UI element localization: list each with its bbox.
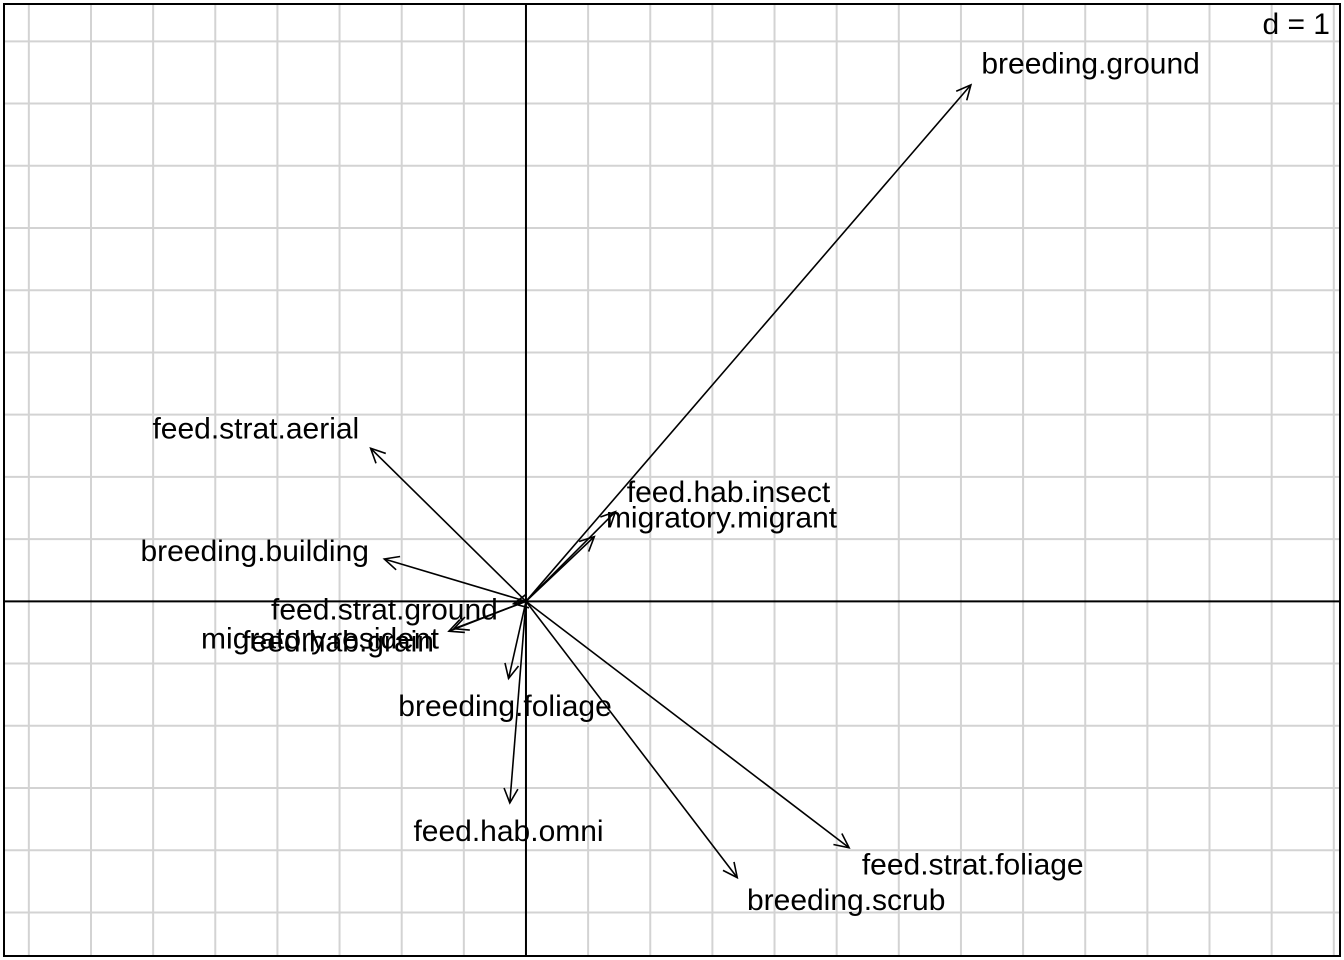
arrow-breeding-foliage: [504, 601, 527, 681]
arrow-feed-strat-aerial: [369, 446, 527, 602]
arrow-label-feed-strat-ground: feed.strat.ground: [271, 593, 498, 626]
arrow-head: [503, 787, 519, 805]
arrow-label-feed-strat-aerial: feed.strat.aerial: [152, 413, 359, 446]
arrow-labels: breeding.ground feed.strat.aerial feed.hab…: [140, 48, 1199, 917]
arrow-label-breeding-foliage: breeding.foliage: [398, 690, 612, 723]
arrow-feed-hab-omni: [503, 601, 527, 805]
arrow-shaft: [525, 84, 972, 602]
arrow-feed-hab-grain: [447, 600, 527, 634]
arrows: [369, 83, 973, 880]
arrow-shaft: [525, 600, 738, 879]
arrow-label-breeding-building: breeding.building: [140, 535, 369, 568]
arrow-head: [447, 618, 465, 634]
arrow-shaft: [525, 600, 850, 849]
arrow-head: [833, 833, 851, 849]
arrow-head: [955, 83, 973, 101]
arrow-head: [722, 861, 739, 880]
arrow-shaft: [507, 601, 527, 679]
arrow-shaft: [509, 601, 527, 803]
grid: [4, 4, 1340, 956]
arrow-label-breeding-ground: breeding.ground: [981, 48, 1200, 81]
arrow-shaft: [448, 600, 527, 632]
arrow-label-feed-hab-insect: feed.hab.insect: [627, 476, 831, 509]
arrow-label-feed-hab-omni: feed.hab.omni: [413, 815, 603, 848]
arrow-shaft: [525, 536, 595, 602]
arrow-label-breeding-scrub: breeding.scrub: [747, 884, 945, 917]
arrow-shaft: [370, 447, 527, 602]
scale-label: d = 1: [1262, 8, 1330, 41]
arrow-label-feed-strat-foliage: feed.strat.foliage: [862, 849, 1084, 882]
arrow-breeding-building: [382, 555, 527, 603]
arrow-breeding-scrub: [525, 600, 739, 880]
arrow-head: [578, 535, 596, 552]
arrow-head: [382, 555, 401, 571]
arrow-feed-strat-foliage: [525, 600, 851, 849]
plot-frame: [3, 3, 1341, 957]
arrow-head: [511, 593, 530, 609]
arrow-label-migratory-resident: migratory.resident: [201, 623, 440, 656]
arrow-head: [369, 446, 387, 464]
arrow-shaft: [384, 558, 527, 603]
arrow-head: [600, 510, 617, 528]
arrow-label-migratory-migrant: migratory.migrant: [606, 501, 838, 534]
arrow-label-feed-hab-grain: feed.hab.grain: [242, 625, 434, 658]
origin-axes: [4, 4, 1340, 956]
arrow-head: [504, 662, 520, 681]
arrow-breeding-ground: [525, 83, 973, 602]
arrow-migratory-migrant: [525, 535, 596, 602]
